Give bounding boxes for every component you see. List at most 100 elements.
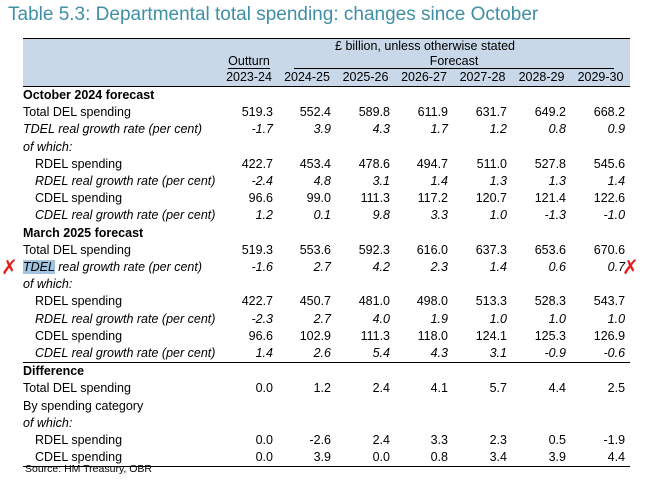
table-cell: 543.7 — [593, 294, 626, 309]
table-cell: 481.0 — [358, 294, 390, 309]
table-cell: 1.4 — [607, 174, 626, 189]
table-cell: 2.3 — [489, 433, 507, 448]
table-cell — [336, 87, 395, 105]
table-cell: 121.4 — [534, 191, 566, 206]
table-cell — [453, 415, 512, 432]
table-cell: 4.4 — [571, 449, 631, 468]
table-cell — [278, 139, 336, 156]
table-cell: 0.0 — [255, 433, 273, 448]
table-cell — [336, 415, 395, 432]
table-cell: 0.0 — [220, 449, 278, 468]
table-cell: 4.8 — [313, 174, 331, 189]
table-cell: 125.3 — [534, 328, 566, 343]
table-cell — [512, 363, 571, 381]
table-cell: 1.4 — [220, 345, 278, 364]
table-cell: 2.4 — [372, 433, 390, 448]
red-cross-mark-right: ✗ — [622, 255, 639, 279]
row-label: By spending category — [23, 398, 144, 413]
table-cell: 9.8 — [372, 208, 390, 223]
table-cell — [336, 276, 395, 293]
year-header: 2026-27 — [395, 69, 453, 87]
table-cell — [571, 225, 630, 242]
table-cell: 1.0 — [607, 311, 626, 326]
table-cell — [453, 225, 512, 242]
row-label: CDEL spending — [23, 449, 220, 468]
table-cell — [220, 363, 278, 381]
table-cell: 545.6 — [593, 156, 626, 171]
row-label: Total DEL spending — [23, 242, 131, 257]
year-header: 2029-30 — [571, 69, 631, 87]
table-cell: 616.0 — [416, 242, 448, 257]
table-cell: 111.3 — [360, 328, 390, 343]
table-cell: 453.4 — [299, 156, 331, 171]
table-cell: 99.0 — [306, 191, 331, 206]
table-cell: 1.2 — [489, 122, 507, 137]
table-cell: 513.3 — [475, 294, 507, 309]
table-cell — [395, 225, 453, 242]
table-cell: 3.3 — [430, 433, 448, 448]
header-period-row: Outturn Forecast — [23, 54, 631, 69]
table-row: TDEL real growth rate (per cent) -1.6 2.7 4… — [23, 259, 630, 276]
table-cell — [220, 225, 278, 242]
table-row: Total DEL spending 0.0 1.2 2.4 4.1 5.7 4.4 2.5 — [23, 380, 630, 397]
table-row: CDEL spending 0.0 3.9 0.0 0.8 3.4 3.9 4.4 — [23, 449, 631, 468]
table-cell — [395, 276, 453, 293]
table-row: of which: — [23, 415, 630, 432]
table-cell: 120.7 — [475, 191, 507, 206]
table-cell — [395, 363, 453, 381]
table-cell: 498.0 — [416, 294, 448, 309]
header-unit-row: £ billion, unless otherwise stated — [23, 38, 631, 54]
table-cell: 0.0 — [255, 381, 273, 396]
table-cell: 528.3 — [534, 294, 566, 309]
table-cell: 1.0 — [489, 311, 507, 326]
row-label: Difference — [23, 364, 85, 379]
year-header: 2028-29 — [512, 69, 571, 87]
table-cell — [395, 398, 453, 415]
table-cell: 0.6 — [548, 260, 566, 275]
forecast-label: Forecast — [278, 54, 631, 69]
table-cell — [220, 415, 278, 432]
table-row: CDEL real growth rate (per cent) 1.4 2.6 5.… — [23, 345, 631, 364]
row-label: CDEL real growth rate (per cent) — [23, 345, 220, 364]
table-cell — [453, 276, 512, 293]
table-cell — [278, 276, 336, 293]
table-cell: 2.6 — [278, 345, 336, 364]
table-cell: 670.6 — [593, 242, 626, 257]
table-cell — [453, 363, 512, 381]
table-cell: 2.3 — [430, 260, 448, 275]
table-cell: 494.7 — [416, 156, 448, 171]
table-cell: 0.5 — [548, 433, 566, 448]
table-cell: 553.6 — [299, 242, 331, 257]
table-cell: 4.4 — [548, 381, 566, 396]
table-cell: 631.7 — [475, 105, 507, 120]
row-label: RDEL real growth rate (per cent) — [35, 311, 216, 326]
table-cell: 611.9 — [417, 105, 448, 120]
table-cell — [220, 139, 278, 156]
table-cell — [453, 87, 512, 105]
table-cell: 422.7 — [241, 156, 273, 171]
table-cell — [220, 276, 278, 293]
table-cell — [278, 87, 336, 105]
table-cell: 1.4 — [489, 260, 507, 275]
table-cell — [571, 415, 630, 432]
row-label: of which: — [23, 277, 73, 292]
table-cell: -1.3 — [544, 208, 566, 223]
table-cell: 1.0 — [548, 311, 566, 326]
table-cell: 0.9 — [607, 122, 626, 137]
row-label: CDEL real growth rate (per cent) — [35, 208, 216, 223]
table-cell — [278, 363, 336, 381]
table-cell — [571, 363, 630, 381]
table-cell — [571, 87, 630, 105]
year-header: 2025-26 — [336, 69, 395, 87]
table-cell: 4.0 — [372, 311, 390, 326]
table-cell: 3.9 — [512, 449, 571, 468]
row-label: RDEL spending — [35, 433, 123, 448]
year-header: 2024-25 — [278, 69, 336, 87]
table-row: By spending category — [23, 398, 630, 415]
table-cell: -0.6 — [571, 345, 631, 364]
table-cell — [512, 276, 571, 293]
table-cell: 478.6 — [358, 156, 390, 171]
table-cell — [336, 363, 395, 381]
table-cell — [220, 87, 278, 105]
row-label: CDEL spending — [35, 328, 123, 343]
